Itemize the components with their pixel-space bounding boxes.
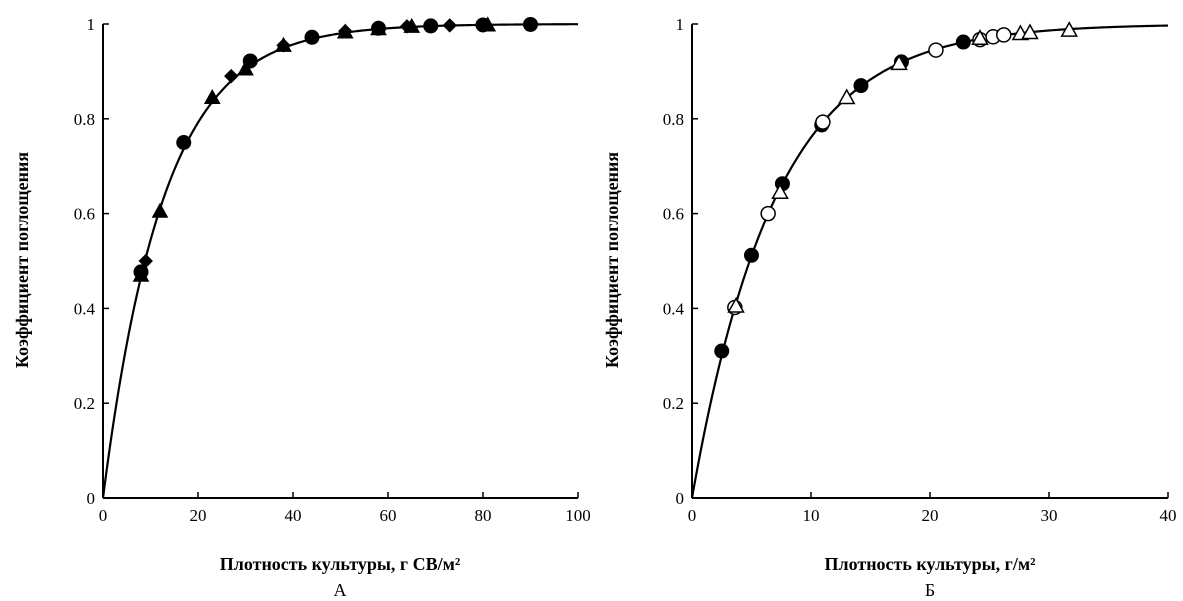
data-point-triangle	[237, 60, 254, 76]
x-tick-label: 0	[99, 506, 108, 525]
x-tick-label: 80	[475, 506, 492, 525]
panel-a: Плотность культуры, г СВ/м² Коэффициент …	[12, 15, 591, 600]
data-point-diamond	[338, 23, 353, 39]
data-point-diamond	[399, 19, 415, 34]
x-tick-label: 60	[380, 506, 397, 525]
x-axis-title-a: Плотность культуры, г СВ/м²	[220, 554, 461, 574]
data-point-circle	[714, 343, 730, 359]
data-point-diamond	[224, 68, 239, 84]
panel-label-b: Б	[925, 580, 935, 600]
data-point-circle	[815, 114, 831, 130]
y-tick-label: 1	[676, 15, 685, 34]
panel-label-a: А	[334, 580, 347, 600]
y-tick-label: 0.6	[663, 205, 684, 224]
data-point-triangle	[837, 88, 856, 105]
y-tick-label: 0	[87, 489, 96, 508]
data-point-triangle	[727, 296, 745, 313]
data-point-circle	[760, 205, 776, 222]
fit-curve	[101, 23, 579, 499]
data-point-triangle	[971, 29, 989, 45]
data-point-diamond	[475, 17, 491, 32]
y-tick-label: 1	[87, 15, 96, 34]
data-point-circle	[176, 135, 192, 150]
data-point-diamond	[276, 38, 291, 53]
data-point-circle	[853, 78, 869, 94]
data-point-circle	[744, 247, 759, 263]
y-axis-title-a: Коэффициент поглощения	[12, 152, 32, 368]
data-point-triangle	[890, 54, 908, 71]
fit-curve	[690, 24, 1169, 499]
x-axis-title-b: Плотность культуры, г/м²	[824, 554, 1035, 574]
data-point-triangle	[1060, 21, 1079, 37]
data-point-circle	[523, 16, 538, 32]
data-point-triangle	[203, 88, 221, 104]
x-tick-label: 20	[190, 506, 207, 525]
y-tick-label: 0.4	[663, 299, 685, 318]
x-tick-label: 10	[803, 506, 820, 525]
data-point-diamond	[138, 253, 153, 269]
x-tick-label: 40	[1160, 506, 1177, 525]
x-tick-label: 20	[922, 506, 939, 525]
data-point-triangle	[151, 202, 169, 218]
data-point-diamond	[442, 18, 457, 33]
data-point-circle	[996, 27, 1012, 43]
x-tick-label: 0	[688, 506, 697, 525]
data-point-triangle	[771, 183, 789, 200]
y-tick-label: 0.4	[74, 299, 96, 318]
data-point-triangle	[132, 266, 150, 282]
data-point-circle	[423, 18, 439, 34]
y-tick-label: 0.2	[74, 394, 95, 413]
data-point-circle	[304, 29, 320, 45]
y-tick-label: 0	[676, 489, 685, 508]
data-point-circle	[955, 34, 971, 50]
x-tick-label: 30	[1041, 506, 1058, 525]
y-tick-label: 0.8	[74, 110, 95, 129]
y-tick-label: 0.8	[663, 110, 684, 129]
data-point-triangle	[370, 20, 387, 36]
x-tick-label: 100	[565, 506, 591, 525]
y-axis-title-b: Коэффициент поглощения	[602, 152, 622, 368]
x-tick-label: 40	[285, 506, 302, 525]
data-point-circle	[928, 42, 944, 58]
panel-b: Плотность культуры, г/м² Коэффициент пог…	[602, 15, 1177, 600]
y-tick-label: 0.6	[74, 205, 95, 224]
data-point-triangle	[1021, 23, 1039, 40]
y-tick-label: 0.2	[663, 394, 684, 413]
